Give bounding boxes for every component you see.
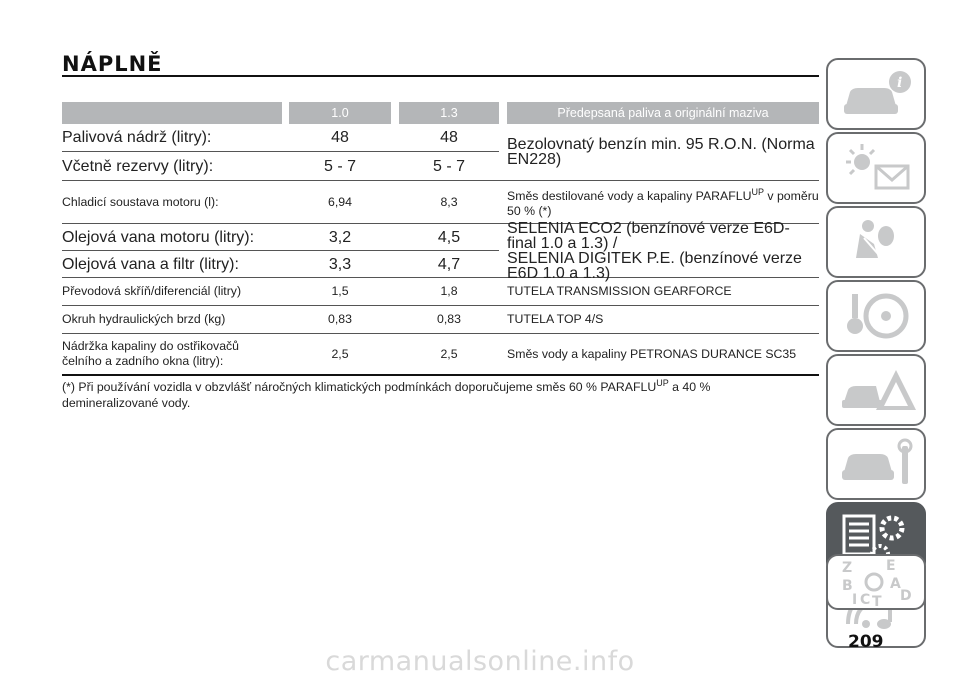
row-label: Okruh hydraulických brzd (kg) [62,312,226,326]
svg-text:T: T [872,594,882,608]
lights-envelope-icon [846,144,910,190]
row-value-1-3: 5 - 7 [432,157,465,175]
table-row: Převodová skříň/diferenciál (litry) 1,5 … [62,278,819,306]
table-row: Chladicí soustava motoru (l): 6,94 8,3 S… [62,181,819,224]
header-fluids: Předepsaná paliva a originální maziva [507,102,819,124]
coolant-superscript: UP [751,186,764,197]
oil-spec-line-2: SELENIA DIGITEK P.E. (benzínové verze E6… [507,249,802,282]
nav-tab-safety[interactable] [826,206,926,278]
row-label: Převodová skříň/diferenciál (litry) [62,284,242,298]
row-value-1-3: 2,5 [440,346,458,361]
washer-spec: Směs vody a kapaliny PETRONAS DURANCE SC… [507,346,797,361]
row-label-line-1: Nádržka kapaliny do ostřikovačů [62,339,240,353]
header-empty-cell [62,102,282,124]
svg-text:I: I [852,592,857,608]
footnote-text-b: a 40 % demineralizované vody. [62,380,711,411]
row-label: Palivová nádrž (litry): [62,129,212,146]
footnote-superscript: UP [656,378,669,388]
table-row: Olejová vana a filtr (litry): 3,3 4,7 [62,251,499,277]
table-row: Olejová vana motoru (litry): 3,2 4,5 [62,224,499,251]
nav-tab-starting[interactable] [826,280,926,352]
airbag-seat-icon [856,220,894,258]
svg-text:B: B [842,578,853,594]
row-value-1-0: 3,2 [328,228,352,246]
row-value-1-3: 1,8 [440,284,458,298]
svg-text:Z: Z [842,560,852,576]
row-value-1-3: 4,5 [437,228,461,246]
nav-tab-maintenance[interactable] [826,428,926,500]
row-value-1-0: 2,5 [331,346,349,361]
table-row: Okruh hydraulických brzd (kg) 0,83 0,83 … [62,306,819,334]
table-header: 1.0 1.3 Předepsaná paliva a originální m… [62,102,819,124]
coolant-spec: Směs destilované vody a kapaliny PARAFLU… [507,181,819,223]
nav-tab-car-info[interactable]: i [826,58,926,130]
svg-text:A: A [890,576,901,592]
row-value-1-3: 8,3 [440,194,458,209]
table-row: Včetně rezervy (litry): 5 - 7 5 - 7 [62,152,499,180]
svg-text:E: E [886,558,896,574]
page-number: 209 [848,632,884,652]
transmission-spec: TUTELA TRANSMISSION GEARFORCE [507,284,732,298]
header-engine-1-0: 1.0 [289,102,391,124]
nav-tab-lights[interactable] [826,132,926,204]
table-row: Nádržka kapaliny do ostřikovačů čelního … [62,334,819,376]
nav-tab-emergency[interactable] [826,354,926,426]
row-label: Včetně rezervy (litry): [62,157,214,175]
row-value-1-0: 6,94 [328,194,352,209]
car-warning-triangle-icon [842,370,916,410]
fuel-spec: Bezolovnatý benzín min. 95 R.O.N. (Norma… [507,136,815,168]
fuel-group: Palivová nádrž (litry): 48 48 Včetně rez… [62,124,819,181]
row-value-1-3: 0,83 [437,312,461,326]
coolant-text-a: Směs destilované vody a kapaliny PARAFLU [507,189,752,204]
oil-spec: SELENIA ECO2 (benzínové verze E6D-final … [507,220,819,281]
svg-text:D: D [900,588,912,604]
coolant-text-b: v poměru [763,189,819,204]
row-value-1-0: 3,3 [328,255,352,273]
row-label: Olejová vana motoru (litry): [62,228,255,246]
car-info-icon: i [844,71,911,114]
key-steering-wheel-icon [847,293,909,339]
row-value-1-0: 48 [331,129,349,146]
row-value-1-0: 5 - 7 [323,157,356,175]
footnote: (*) Při používání vozidla v obzvlášť nár… [62,375,802,411]
oil-spec-line-1: SELENIA ECO2 (benzínové verze E6D-final … [507,219,790,252]
row-label-line-2: čelního a zadního okna (litry): [62,354,224,368]
svg-text:C: C [860,592,870,608]
row-value-1-0: 0,83 [328,312,352,326]
page-title: NÁPLNĚ [62,52,163,76]
title-rule [62,75,819,77]
row-value-1-0: 1,5 [331,284,349,298]
car-wrench-icon [842,438,913,484]
row-value-1-3: 48 [440,129,458,146]
oil-group: Olejová vana motoru (litry): 3,2 4,5 Ole… [62,220,819,281]
watermark: carmanualsonline.info [325,646,635,677]
row-value-1-3: 4,7 [437,255,461,273]
row-label: Chladicí soustava motoru (l): [62,194,219,209]
brake-spec: TUTELA TOP 4/S [507,312,604,326]
header-engine-1-3: 1.3 [399,102,499,124]
table-row: Palivová nádrž (litry): 48 48 [62,124,499,152]
row-label: Olejová vana a filtr (litry): [62,255,239,273]
fluids-table: 1.0 1.3 Předepsaná paliva a originální m… [62,102,819,376]
coolant-text-c: 50 % (*) [507,204,552,219]
svg-text:i: i [897,75,902,91]
row-label: Nádržka kapaliny do ostřikovačů čelního … [62,334,292,374]
footnote-text-a: (*) Při používání vozidla v obzvlášť nár… [62,380,657,395]
